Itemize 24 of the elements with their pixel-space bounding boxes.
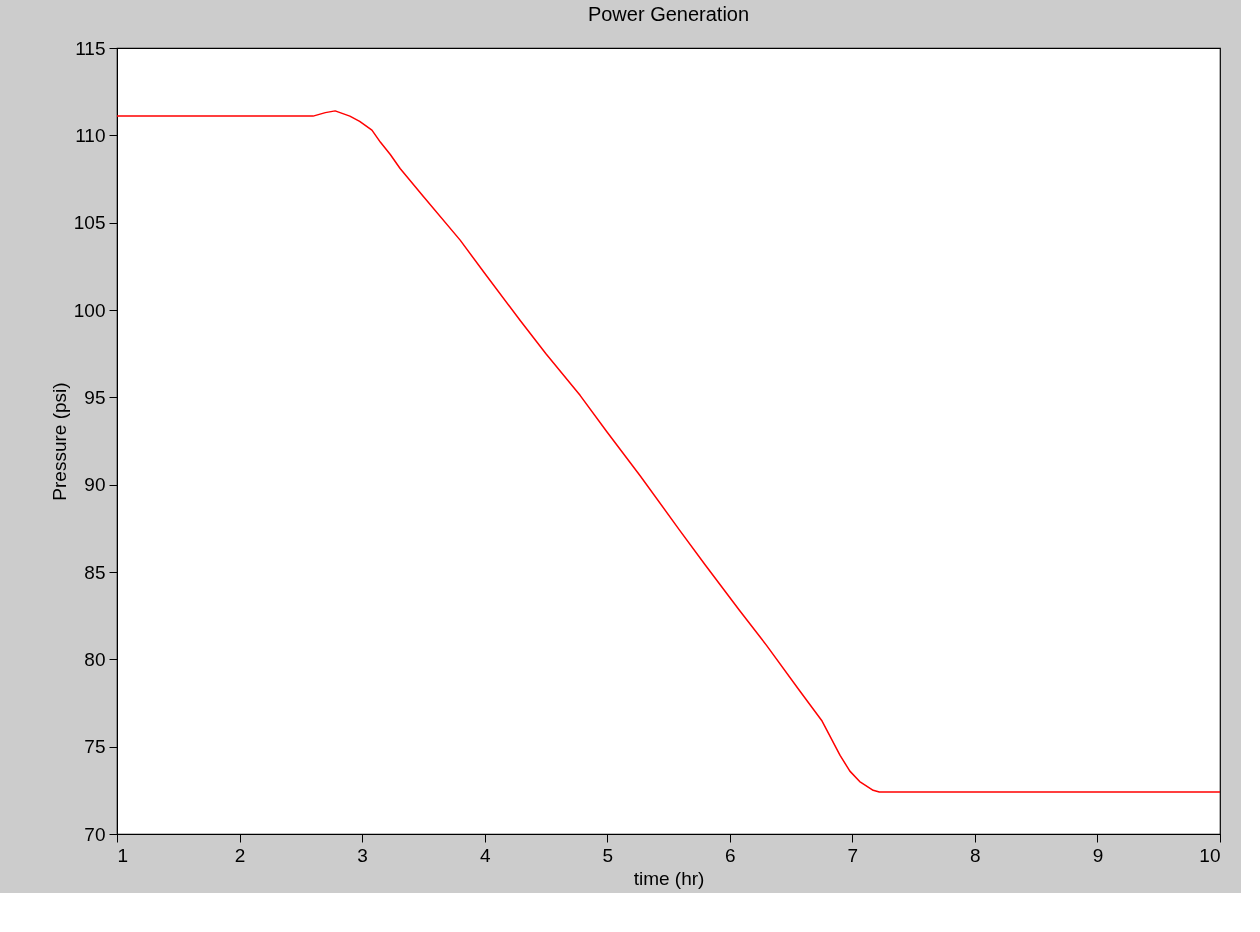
x-tick-label: 7 — [847, 844, 859, 866]
y-tick-label: 95 — [84, 386, 106, 408]
y-tick-label: 85 — [84, 561, 106, 583]
y-tick-label: 75 — [84, 736, 106, 758]
y-tick-label: 110 — [75, 124, 106, 146]
x-axis-title: time (hr) — [633, 867, 705, 889]
x-tick-label: 5 — [602, 844, 614, 866]
chart-title: Power Generation — [587, 3, 750, 25]
line-series — [116, 110, 1221, 793]
y-tick-label: 80 — [84, 648, 106, 670]
y-tick-label: 105 — [73, 212, 106, 234]
x-tick-label: 6 — [724, 844, 736, 866]
x-tick-label: 1 — [117, 844, 129, 866]
x-tick-label: 8 — [970, 844, 981, 866]
x-tick-label: 9 — [1092, 844, 1104, 866]
x-tick-label: 10 — [1199, 844, 1221, 866]
y-tick-label: 90 — [84, 474, 106, 496]
y-tick-label: 70 — [84, 823, 106, 845]
x-tick-label: 2 — [234, 844, 246, 866]
y-tick-label: 100 — [73, 299, 106, 321]
x-tick-label: 4 — [479, 844, 491, 866]
x-tick-label: 3 — [357, 844, 368, 866]
y-tick-label: 115 — [75, 37, 106, 59]
y-axis-title: Pressure (psi) — [48, 382, 70, 501]
